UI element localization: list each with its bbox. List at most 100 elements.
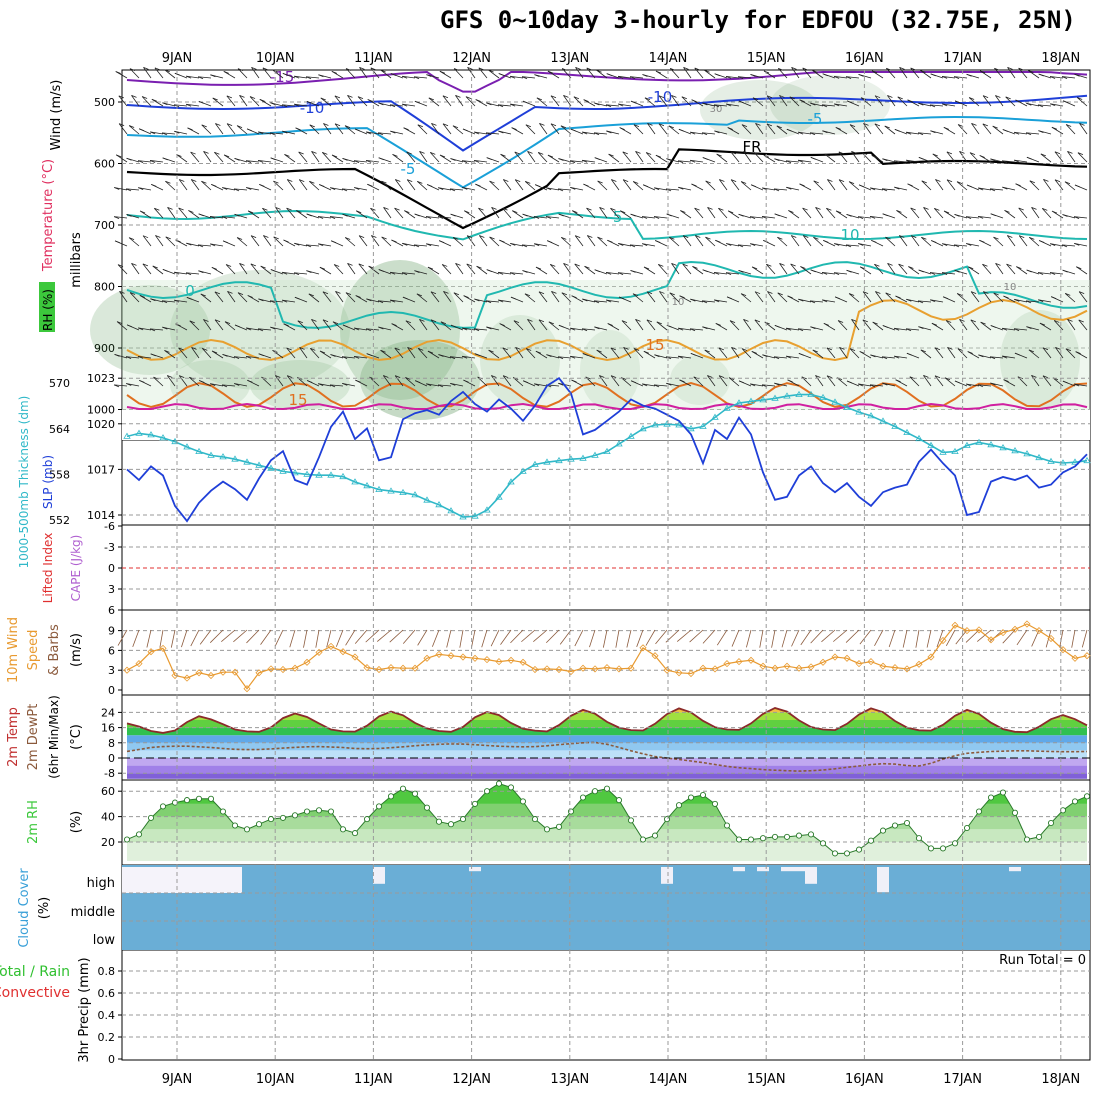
wind-barb-flag <box>125 356 132 359</box>
wind-10m-barb <box>945 629 956 646</box>
wind-speed-point <box>819 658 827 666</box>
contour-label: 15 <box>645 336 664 354</box>
wind-barb-flag <box>982 263 988 267</box>
wind-barb <box>726 272 740 275</box>
wind-barb <box>284 154 296 163</box>
wind-10m-barb <box>132 629 140 648</box>
wind-barb-flag <box>395 179 401 182</box>
wind-barb-flag <box>502 207 508 211</box>
wind-barb <box>633 124 644 135</box>
wind-barb-flag <box>178 207 184 211</box>
wind-barb-flag <box>689 328 696 332</box>
wind-barb <box>306 76 320 79</box>
wind-barb-flag <box>561 236 567 240</box>
wind-barb-flag <box>918 269 924 273</box>
wind-barb-flag <box>694 207 700 211</box>
wind-barb <box>453 68 464 79</box>
wind-barb <box>642 243 656 247</box>
wind-barb-flag <box>330 354 336 357</box>
wind-barb-flag <box>581 131 588 135</box>
wind-barb <box>1079 123 1088 135</box>
wind-barb <box>671 263 680 275</box>
wind-barb-flag <box>311 319 317 322</box>
wind-barb <box>558 356 572 359</box>
wind-barb <box>515 347 524 359</box>
wind-speed-point <box>639 644 647 652</box>
wind-barb-flag <box>583 99 589 102</box>
wind-barb <box>549 264 560 275</box>
wind-barb <box>959 151 968 163</box>
wind-barb <box>822 272 836 275</box>
wind-barb-flag <box>893 160 900 164</box>
wind-barb-flag <box>497 271 504 275</box>
wind-barb-flag <box>461 327 468 331</box>
wind-speed-point <box>219 668 227 676</box>
wind-barb-flag <box>407 179 413 182</box>
wind-barb-flag <box>895 295 901 299</box>
wind-barb <box>466 263 476 275</box>
wind-barb <box>525 124 536 135</box>
wind-barb-flag <box>174 130 180 134</box>
rh-point <box>603 785 611 792</box>
wind-barb <box>503 179 512 191</box>
wind-barb-flag <box>223 154 230 158</box>
wind-10m-barb <box>615 629 620 648</box>
wind-barb <box>834 103 848 107</box>
wind-barb-flag <box>273 236 279 240</box>
wind-barb-flag <box>525 181 531 184</box>
wind-barb-flag <box>1013 159 1020 163</box>
rh-point <box>267 816 275 823</box>
wind-barb-flag <box>569 160 576 164</box>
wind-barb-flag <box>558 213 564 217</box>
pressure-tick-label: 800 <box>94 281 115 294</box>
wind-barb-flag <box>849 348 856 351</box>
wind-barb-flag <box>239 263 245 266</box>
wind-barb <box>786 327 800 331</box>
wind-barb <box>573 96 584 107</box>
wind-speed-point <box>807 663 815 671</box>
wind-barb <box>705 236 716 247</box>
wind-barb <box>970 291 980 303</box>
pressure-tick-label: 1000 <box>87 404 115 417</box>
wind-barb-flag <box>197 244 204 248</box>
rh-point <box>315 807 323 814</box>
wind-barb <box>646 319 656 331</box>
wind-barb-flag <box>258 298 264 302</box>
wind-barb <box>358 235 368 247</box>
wind-barb <box>513 320 524 331</box>
wind-barb-flag <box>1076 266 1082 270</box>
wind-barb-flag <box>201 180 207 184</box>
wind-barb <box>141 96 152 107</box>
wind-barb-flag <box>563 262 569 266</box>
thickness-point <box>843 403 851 410</box>
wind-barb-flag <box>142 235 149 239</box>
wind-barb <box>714 104 728 107</box>
wind-barb <box>618 103 632 107</box>
wind-barb <box>740 181 752 191</box>
wind-barb <box>116 321 128 331</box>
wind-10m-barb <box>781 629 788 648</box>
wind-barb <box>212 97 224 107</box>
wind-barb <box>594 132 608 135</box>
wind-barb <box>582 159 596 163</box>
wind-barb <box>551 291 560 303</box>
wind-barb-flag <box>437 216 444 219</box>
wind-barb <box>887 95 896 107</box>
wind-barb <box>942 76 956 79</box>
wind-barb-flag <box>237 68 244 71</box>
wind-barb <box>633 348 644 359</box>
wind-barb-flag <box>546 187 552 191</box>
wind-barb-flag <box>947 347 953 350</box>
wind-barb-flag <box>270 102 276 106</box>
wind-barb-flag <box>427 184 433 187</box>
wind-barb-flag <box>126 383 132 386</box>
wind-barb-flag <box>162 326 168 330</box>
wind-barb <box>908 266 920 275</box>
wind-barb <box>897 96 908 107</box>
thickness-point <box>423 496 431 503</box>
wind-barb-flag <box>715 239 721 243</box>
wind-barb-flag <box>442 95 449 99</box>
wind-barb <box>442 95 452 107</box>
wind-barb-flag <box>425 216 432 219</box>
